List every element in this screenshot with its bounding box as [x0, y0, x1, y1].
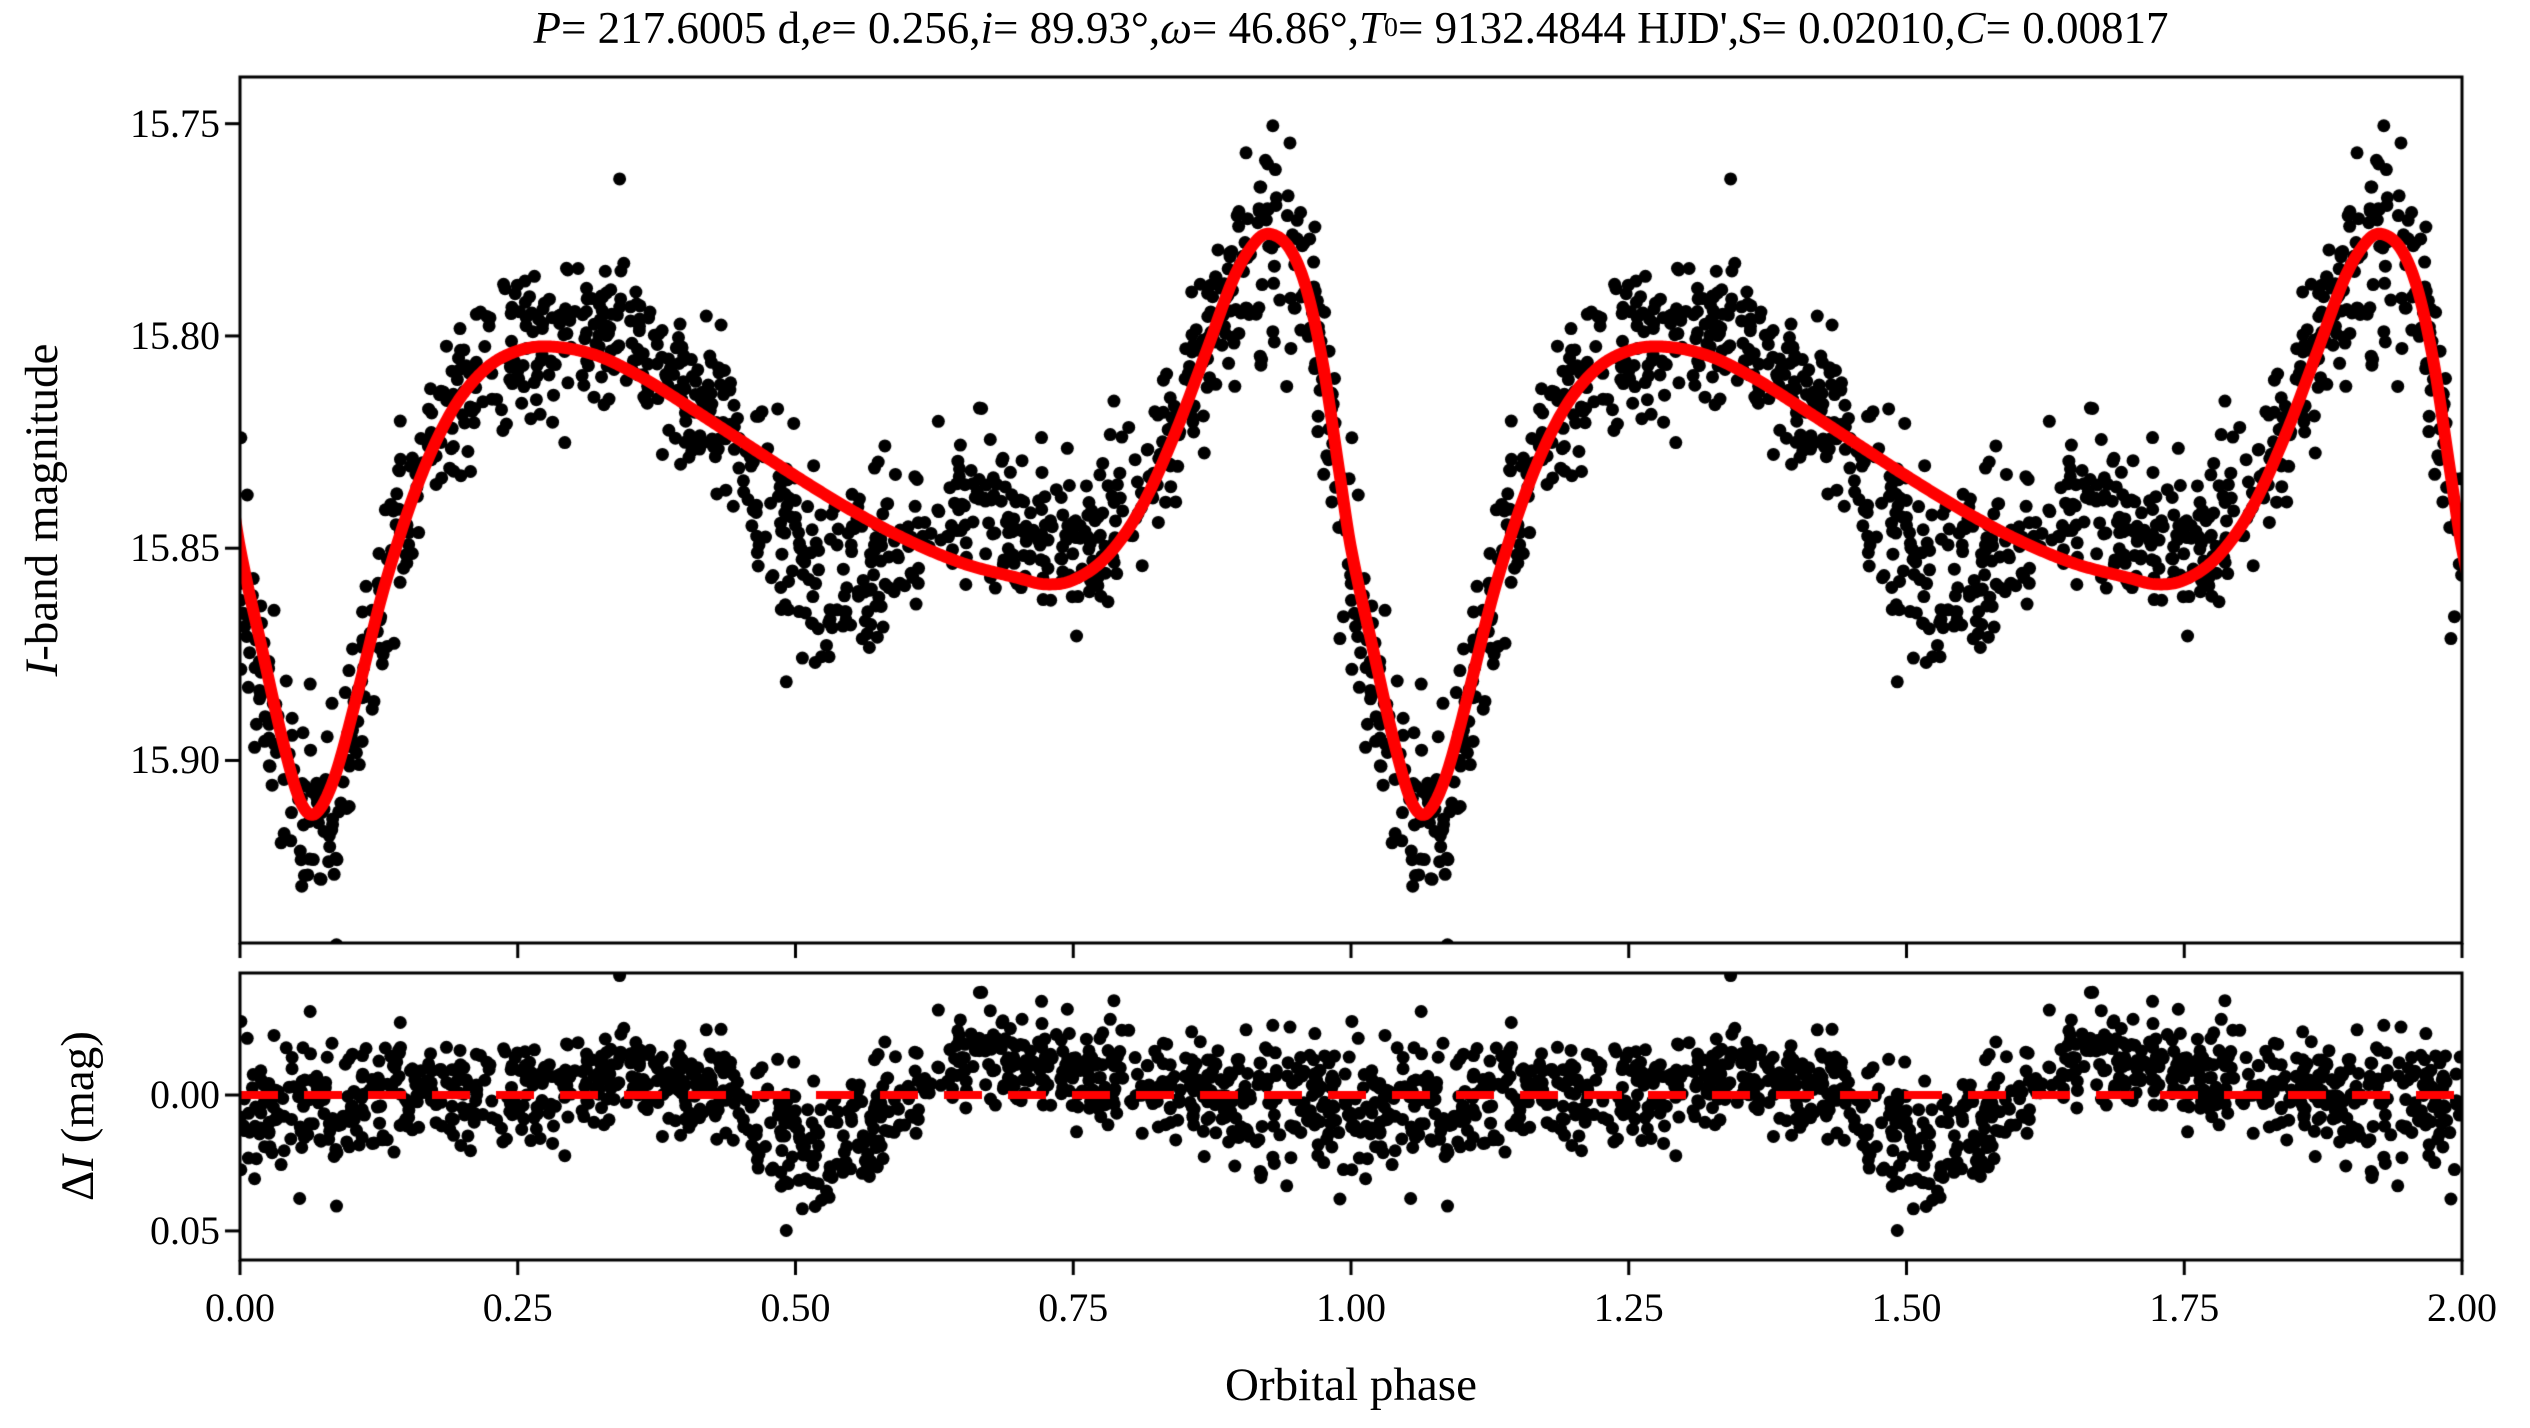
plot-title: P = 217.6005 d, e = 0.256, i = 89.93°, ω… [533, 3, 2169, 53]
residual-panel [240, 973, 2462, 1260]
y-axis-label-magnitude: I-band magnitude [16, 343, 68, 677]
x-tick-label: 1.50 [1871, 1285, 1942, 1330]
x-axis-label: Orbital phase [1225, 1359, 1477, 1411]
x-tick-label: 0.00 [205, 1285, 275, 1330]
x-tick-label: 1.25 [1593, 1285, 1664, 1330]
x-tick-label: 0.75 [1038, 1285, 1109, 1330]
y-tick-label-residual: 0.00 [150, 1072, 220, 1118]
y-tick-label-magnitude: 15.80 [130, 312, 220, 358]
x-tick-label: 0.25 [482, 1285, 553, 1330]
x-tick-label: 1.00 [1316, 1285, 1386, 1330]
y-tick-label-magnitude: 15.90 [130, 737, 220, 783]
x-tick-label: 1.75 [2149, 1285, 2220, 1330]
x-tick-label: 0.50 [760, 1285, 831, 1330]
y-tick-label-magnitude: 15.85 [130, 525, 220, 571]
magnitude-panel [240, 77, 2462, 943]
y-tick-label-residual: 0.05 [150, 1207, 220, 1253]
y-tick-label-magnitude: 15.75 [130, 100, 220, 146]
x-tick-label: 2.00 [2427, 1285, 2497, 1330]
